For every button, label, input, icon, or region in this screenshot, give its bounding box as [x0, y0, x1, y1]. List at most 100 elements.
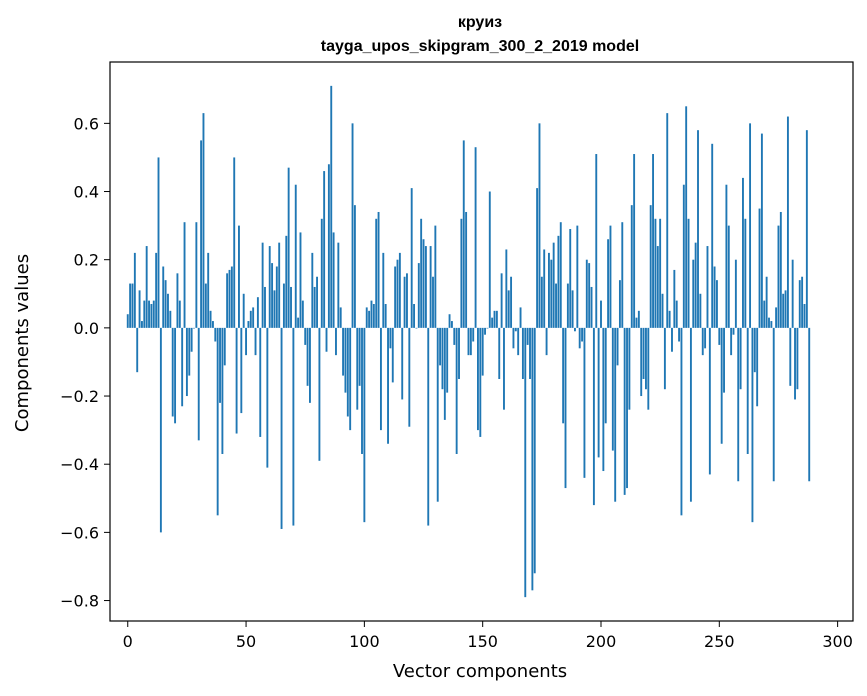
bar-100: [363, 327, 366, 523]
bar-47: [238, 225, 240, 328]
bar-3: [133, 252, 136, 328]
bar-35: [209, 310, 212, 328]
bar-163: [512, 327, 515, 349]
bar-199: [597, 327, 600, 458]
y-axis: −0.8 −0.6 −0.4 −0.2 0.0 0.2 0.4 0.6: [60, 114, 110, 611]
y-axis-label: Components values: [12, 254, 33, 432]
bar-204: [609, 225, 612, 328]
bar-74: [301, 300, 304, 328]
bar-54: [254, 327, 257, 356]
bar-262: [746, 327, 749, 454]
bar-114: [396, 259, 399, 328]
bar-175: [540, 276, 543, 328]
bar-265: [753, 327, 756, 373]
bar-259: [739, 327, 742, 390]
bar-135: [446, 327, 449, 393]
bar-110: [387, 327, 389, 444]
bar-179: [550, 259, 553, 328]
bar-46: [235, 327, 238, 434]
bar-270: [765, 276, 768, 328]
bar-144: [467, 327, 470, 356]
bar-197: [592, 327, 595, 506]
bar-243: [701, 327, 704, 356]
bar-241: [697, 130, 699, 328]
bar-0: [126, 314, 129, 328]
bar-200: [600, 300, 602, 328]
bar-218: [642, 327, 645, 379]
bar-174: [538, 123, 541, 328]
bar-185: [564, 327, 567, 489]
bar-232: [675, 300, 678, 328]
bar-212: [628, 327, 631, 410]
bar-269: [763, 300, 766, 328]
bar-62: [273, 290, 276, 328]
bar-224: [656, 246, 659, 328]
bar-121: [413, 304, 416, 328]
bar-258: [737, 327, 740, 482]
bar-162: [510, 276, 513, 328]
bar-75: [304, 327, 307, 345]
bar-190: [576, 225, 579, 328]
bar-30: [197, 327, 200, 441]
bar-244: [704, 327, 707, 349]
bar-133: [441, 327, 444, 390]
bar-284: [798, 280, 801, 328]
bar-281: [791, 259, 794, 328]
bar-31: [200, 140, 203, 328]
bar-254: [727, 225, 730, 328]
bar-165: [517, 327, 520, 356]
bar-194: [585, 259, 588, 328]
bar-225: [659, 218, 662, 328]
bar-103: [370, 300, 373, 328]
bar-7: [143, 300, 146, 328]
bar-6: [141, 321, 143, 328]
bar-252: [723, 327, 725, 393]
bar-278: [784, 290, 787, 328]
bar-195: [588, 263, 591, 328]
bar-80: [316, 276, 318, 328]
y-tick-label-3: −0.2: [60, 387, 99, 406]
bar-183: [559, 222, 562, 328]
bar-27: [190, 327, 193, 352]
bar-90: [339, 307, 342, 328]
bar-142: [462, 140, 465, 328]
bar-17: [167, 293, 169, 328]
bar-189: [574, 327, 576, 332]
bar-38: [216, 327, 219, 516]
bar-156: [495, 310, 498, 328]
bar-217: [640, 327, 643, 397]
bar-91: [342, 327, 345, 376]
bar-12: [155, 252, 158, 328]
bar-60: [268, 246, 271, 328]
bar-143: [465, 211, 468, 328]
bar-247: [711, 143, 714, 328]
bar-19: [171, 327, 174, 417]
bar-128: [429, 246, 432, 328]
bar-161: [507, 290, 510, 328]
bar-129: [432, 276, 434, 328]
bar-52: [249, 310, 252, 328]
bar-139: [455, 327, 458, 454]
x-tick-label-2: 100: [349, 632, 380, 651]
bar-98: [358, 327, 361, 386]
y-tick-label-1: −0.6: [60, 523, 99, 542]
bar-23: [181, 327, 184, 407]
bar-154: [491, 317, 494, 328]
bar-180: [552, 242, 555, 328]
bar-107: [379, 327, 382, 431]
bar-36: [211, 321, 214, 328]
bar-34: [207, 252, 210, 328]
bar-10: [150, 304, 153, 328]
bar-16: [164, 280, 167, 328]
bar-94: [349, 327, 352, 431]
y-tick-label-4: 0.0: [74, 319, 99, 338]
bar-277: [782, 293, 785, 328]
bar-221: [649, 205, 652, 328]
bar-253: [725, 184, 728, 328]
x-tick-label-3: 150: [467, 632, 498, 651]
bar-65: [280, 327, 283, 529]
bar-81: [318, 327, 321, 461]
bar-43: [228, 269, 231, 328]
chart-subtitle: tayga_upos_skipgram_300_2_2019 model: [321, 38, 639, 55]
bar-153: [488, 191, 491, 328]
